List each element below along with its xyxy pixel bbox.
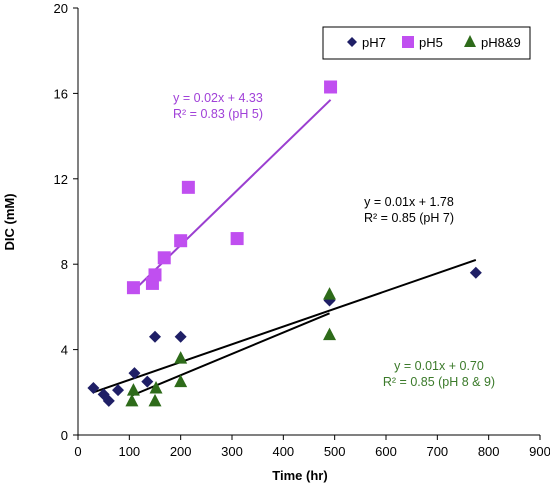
- point-ph5: [126, 281, 140, 295]
- annotation-ph5: R² = 0.83 (pH 5): [173, 107, 263, 121]
- y-tick-label: 0: [61, 428, 68, 443]
- x-tick-label: 700: [426, 444, 448, 459]
- triangle-marker-icon: [464, 35, 476, 47]
- point-ph89: [148, 393, 162, 407]
- legend-item-ph89: pH8&9: [464, 35, 521, 50]
- point-ph5: [157, 251, 171, 265]
- data-points: [87, 80, 482, 407]
- annotation-ph89: R² = 0.85 (pH 8 & 9): [383, 375, 495, 389]
- y-tick-label: 12: [54, 172, 68, 187]
- y-tick-label: 4: [61, 343, 68, 358]
- legend-item-ph7: pH7: [347, 35, 386, 50]
- x-axis-title: Time (hr): [272, 468, 327, 483]
- point-ph7: [469, 266, 482, 279]
- x-tick-label: 200: [170, 444, 192, 459]
- point-ph89: [125, 393, 139, 407]
- annotation-ph89: y = 0.01x + 0.70: [394, 359, 484, 373]
- point-ph7: [102, 394, 115, 407]
- x-tick-label: 500: [324, 444, 346, 459]
- point-ph5: [230, 232, 244, 246]
- point-ph89: [174, 374, 188, 388]
- x-tick-label: 300: [221, 444, 243, 459]
- annotation-ph7: y = 0.01x + 1.78: [364, 195, 454, 209]
- x-tick-label: 100: [118, 444, 140, 459]
- point-ph5: [148, 268, 162, 282]
- trendline-ph89: [131, 312, 330, 397]
- legend-label-ph7: pH7: [362, 35, 386, 50]
- annotation-ph7: R² = 0.85 (pH 7): [364, 211, 454, 225]
- point-ph7: [149, 330, 161, 343]
- square-marker-icon: [402, 36, 414, 48]
- legend-item-ph5: pH5: [402, 35, 443, 50]
- point-ph7: [128, 367, 141, 380]
- plot-area: [77, 8, 540, 436]
- legend: pH7 pH5 pH8&9: [322, 26, 531, 60]
- annotation-ph5: y = 0.02x + 4.33: [173, 91, 263, 105]
- trendline-ph7: [93, 258, 477, 394]
- x-tick-label: 400: [272, 444, 294, 459]
- point-ph5: [181, 180, 195, 194]
- y-axis-title: DIC (mM): [2, 193, 17, 250]
- point-ph89: [149, 381, 163, 394]
- x-tick-label: 600: [375, 444, 397, 459]
- point-ph89: [126, 383, 140, 396]
- point-ph89: [174, 351, 188, 364]
- y-tick-label: 16: [54, 86, 68, 101]
- x-axis-ticks: 0 100 200 300 400 500 600 700 800 900: [74, 435, 550, 459]
- point-ph7: [174, 330, 187, 343]
- point-ph5: [174, 234, 188, 248]
- trendlines: [93, 99, 477, 397]
- point-ph7: [141, 375, 154, 388]
- legend-label-ph5: pH5: [419, 35, 443, 50]
- y-axis-ticks: 0 4 8 12 16 20: [54, 1, 78, 443]
- point-ph89: [323, 287, 337, 300]
- legend-box: [322, 26, 531, 60]
- x-tick-label: 900: [529, 444, 550, 459]
- point-ph89: [323, 327, 337, 341]
- y-tick-label: 8: [61, 257, 68, 272]
- point-ph7: [112, 384, 125, 397]
- regression-annotations: y = 0.02x + 4.33 R² = 0.83 (pH 5) y = 0.01…: [173, 91, 495, 389]
- point-ph7: [87, 382, 100, 395]
- x-tick-label: 0: [74, 444, 81, 459]
- x-tick-label: 800: [478, 444, 500, 459]
- diamond-marker-icon: [347, 37, 357, 47]
- point-ph5: [324, 80, 338, 94]
- legend-label-ph89: pH8&9: [481, 35, 521, 50]
- y-tick-label: 20: [54, 1, 68, 16]
